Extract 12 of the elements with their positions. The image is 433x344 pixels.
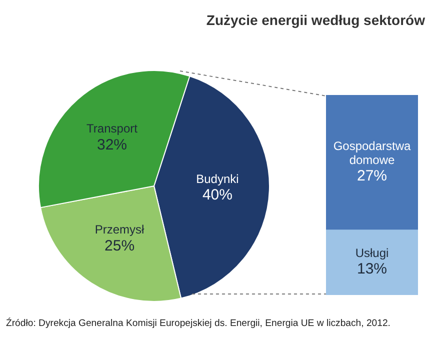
data-label: 25%	[104, 238, 135, 255]
text: Źródło: Dyrekcja Generalna Komisji Europejskiej ds. Energii, Energia UE w liczbach, 2012.	[6, 318, 392, 329]
slice-label: Przemysł	[94, 222, 145, 237]
slice-label: Transport	[86, 122, 138, 136]
data-label: 27%	[356, 168, 388, 185]
data-label: 13%	[356, 260, 388, 278]
series-label: Gospodarstwa domowe	[333, 138, 412, 167]
text: Zużycie energii według sektorów	[205, 12, 425, 28]
data-label: 32%	[96, 136, 128, 154]
slice-label: Budynki	[196, 172, 239, 186]
series-label: Usługi	[355, 246, 389, 260]
data-label: 40%	[202, 186, 232, 204]
